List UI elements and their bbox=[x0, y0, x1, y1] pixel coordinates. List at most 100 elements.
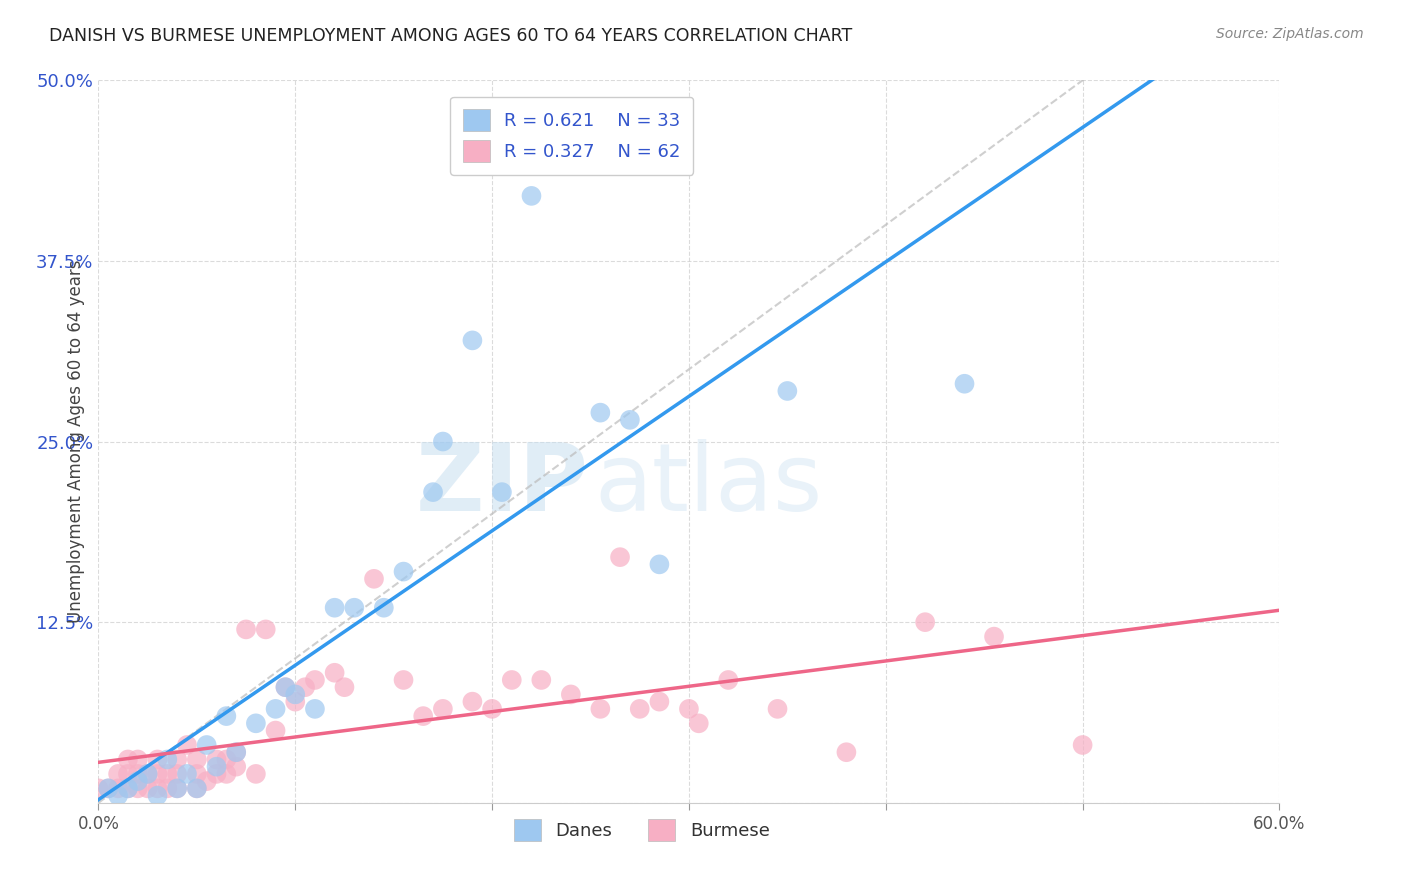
Point bbox=[215, 709, 238, 723]
Point bbox=[136, 767, 159, 781]
Point bbox=[205, 752, 228, 766]
Point bbox=[412, 709, 434, 723]
Point bbox=[628, 702, 651, 716]
Point bbox=[560, 687, 582, 701]
Point bbox=[284, 695, 307, 709]
Point bbox=[766, 702, 789, 716]
Point bbox=[117, 767, 139, 781]
Point bbox=[254, 623, 277, 637]
Point bbox=[225, 745, 247, 759]
Point bbox=[501, 673, 523, 687]
Point bbox=[432, 434, 454, 449]
Point bbox=[127, 752, 149, 766]
Point bbox=[146, 752, 169, 766]
Point bbox=[176, 767, 198, 781]
Point bbox=[166, 781, 188, 796]
Text: DANISH VS BURMESE UNEMPLOYMENT AMONG AGES 60 TO 64 YEARS CORRELATION CHART: DANISH VS BURMESE UNEMPLOYMENT AMONG AGE… bbox=[49, 27, 852, 45]
Point bbox=[107, 767, 129, 781]
Point bbox=[127, 767, 149, 781]
Point bbox=[166, 781, 188, 796]
Point bbox=[166, 752, 188, 766]
Point bbox=[619, 413, 641, 427]
Point bbox=[264, 723, 287, 738]
Point bbox=[461, 695, 484, 709]
Point bbox=[1071, 738, 1094, 752]
Text: atlas: atlas bbox=[595, 439, 823, 531]
Point bbox=[156, 752, 179, 766]
Point bbox=[156, 781, 179, 796]
Point bbox=[432, 702, 454, 716]
Point bbox=[333, 680, 356, 694]
Point bbox=[304, 673, 326, 687]
Point bbox=[835, 745, 858, 759]
Text: ZIP: ZIP bbox=[416, 439, 589, 531]
Point bbox=[245, 716, 267, 731]
Point bbox=[589, 406, 612, 420]
Point bbox=[776, 384, 799, 398]
Point bbox=[245, 767, 267, 781]
Point bbox=[97, 781, 120, 796]
Point bbox=[530, 673, 553, 687]
Point bbox=[215, 752, 238, 766]
Point bbox=[156, 767, 179, 781]
Point bbox=[117, 752, 139, 766]
Point bbox=[422, 485, 444, 500]
Point bbox=[225, 745, 247, 759]
Point bbox=[195, 774, 218, 789]
Point bbox=[136, 767, 159, 781]
Point bbox=[274, 680, 297, 694]
Point bbox=[294, 680, 316, 694]
Point bbox=[323, 600, 346, 615]
Point bbox=[107, 781, 129, 796]
Point bbox=[392, 673, 415, 687]
Point bbox=[304, 702, 326, 716]
Point bbox=[146, 789, 169, 803]
Point bbox=[87, 781, 110, 796]
Point bbox=[363, 572, 385, 586]
Point bbox=[186, 752, 208, 766]
Y-axis label: Unemployment Among Ages 60 to 64 years: Unemployment Among Ages 60 to 64 years bbox=[66, 260, 84, 624]
Point bbox=[186, 767, 208, 781]
Point bbox=[186, 781, 208, 796]
Point bbox=[983, 630, 1005, 644]
Point bbox=[195, 738, 218, 752]
Point bbox=[491, 485, 513, 500]
Point bbox=[107, 789, 129, 803]
Legend: Danes, Burmese: Danes, Burmese bbox=[506, 812, 778, 848]
Point bbox=[205, 767, 228, 781]
Point bbox=[520, 189, 543, 203]
Point bbox=[284, 687, 307, 701]
Point bbox=[225, 760, 247, 774]
Point bbox=[146, 781, 169, 796]
Point bbox=[136, 781, 159, 796]
Point bbox=[117, 781, 139, 796]
Point bbox=[205, 760, 228, 774]
Point bbox=[343, 600, 366, 615]
Point bbox=[215, 767, 238, 781]
Point bbox=[914, 615, 936, 630]
Point bbox=[648, 558, 671, 572]
Point bbox=[648, 695, 671, 709]
Point bbox=[678, 702, 700, 716]
Point bbox=[274, 680, 297, 694]
Point bbox=[481, 702, 503, 716]
Point bbox=[373, 600, 395, 615]
Point bbox=[127, 774, 149, 789]
Point bbox=[392, 565, 415, 579]
Point bbox=[589, 702, 612, 716]
Point bbox=[166, 767, 188, 781]
Point bbox=[146, 767, 169, 781]
Point bbox=[186, 781, 208, 796]
Point bbox=[176, 738, 198, 752]
Point bbox=[461, 334, 484, 348]
Point bbox=[264, 702, 287, 716]
Point bbox=[117, 781, 139, 796]
Point bbox=[127, 781, 149, 796]
Point bbox=[688, 716, 710, 731]
Point bbox=[97, 781, 120, 796]
Point bbox=[717, 673, 740, 687]
Point bbox=[235, 623, 257, 637]
Point bbox=[323, 665, 346, 680]
Text: Source: ZipAtlas.com: Source: ZipAtlas.com bbox=[1216, 27, 1364, 41]
Point bbox=[609, 550, 631, 565]
